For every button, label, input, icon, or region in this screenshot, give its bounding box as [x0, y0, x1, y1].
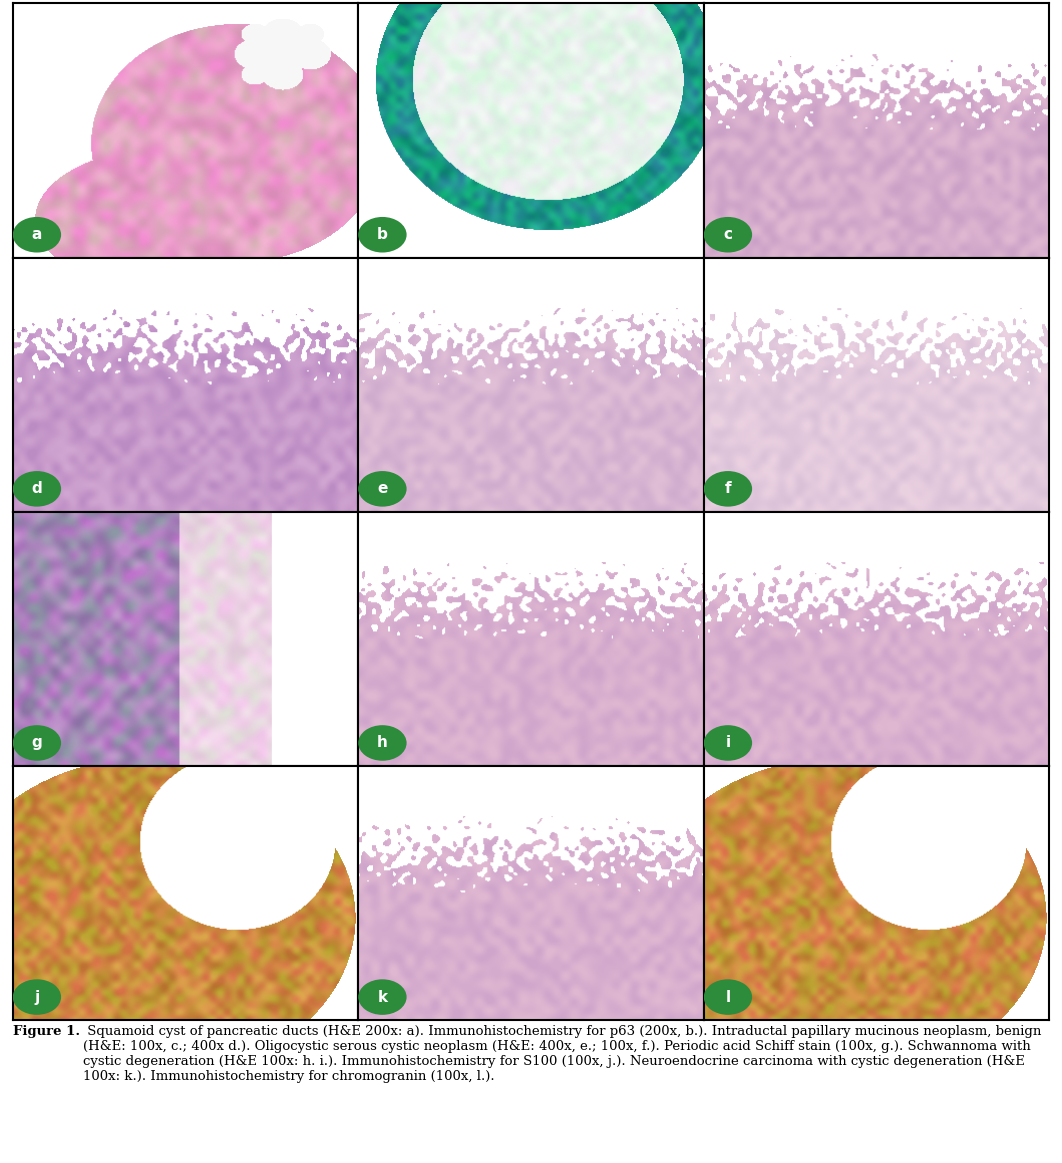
Circle shape [13, 726, 62, 761]
Text: a: a [32, 227, 42, 242]
Text: Figure 1.: Figure 1. [13, 1025, 80, 1039]
Circle shape [13, 979, 62, 1015]
Text: g: g [32, 735, 42, 750]
Text: c: c [723, 227, 733, 242]
Text: d: d [32, 481, 42, 497]
Circle shape [704, 979, 752, 1015]
Text: j: j [34, 990, 39, 1005]
Text: b: b [377, 227, 388, 242]
Circle shape [704, 726, 752, 761]
Text: k: k [377, 990, 388, 1005]
Text: i: i [725, 735, 731, 750]
Text: e: e [377, 481, 388, 497]
Circle shape [358, 217, 407, 252]
Circle shape [704, 217, 752, 252]
Circle shape [704, 471, 752, 507]
Text: l: l [725, 990, 731, 1005]
Circle shape [13, 471, 62, 507]
Text: f: f [724, 481, 732, 497]
Circle shape [358, 471, 407, 507]
Text: h: h [377, 735, 388, 750]
Circle shape [13, 217, 62, 252]
Text: Squamoid cyst of pancreatic ducts (H&E 200x: a). Immunohistochemistry for p63 (2: Squamoid cyst of pancreatic ducts (H&E 2… [83, 1025, 1042, 1083]
Circle shape [358, 979, 407, 1015]
Circle shape [358, 726, 407, 761]
